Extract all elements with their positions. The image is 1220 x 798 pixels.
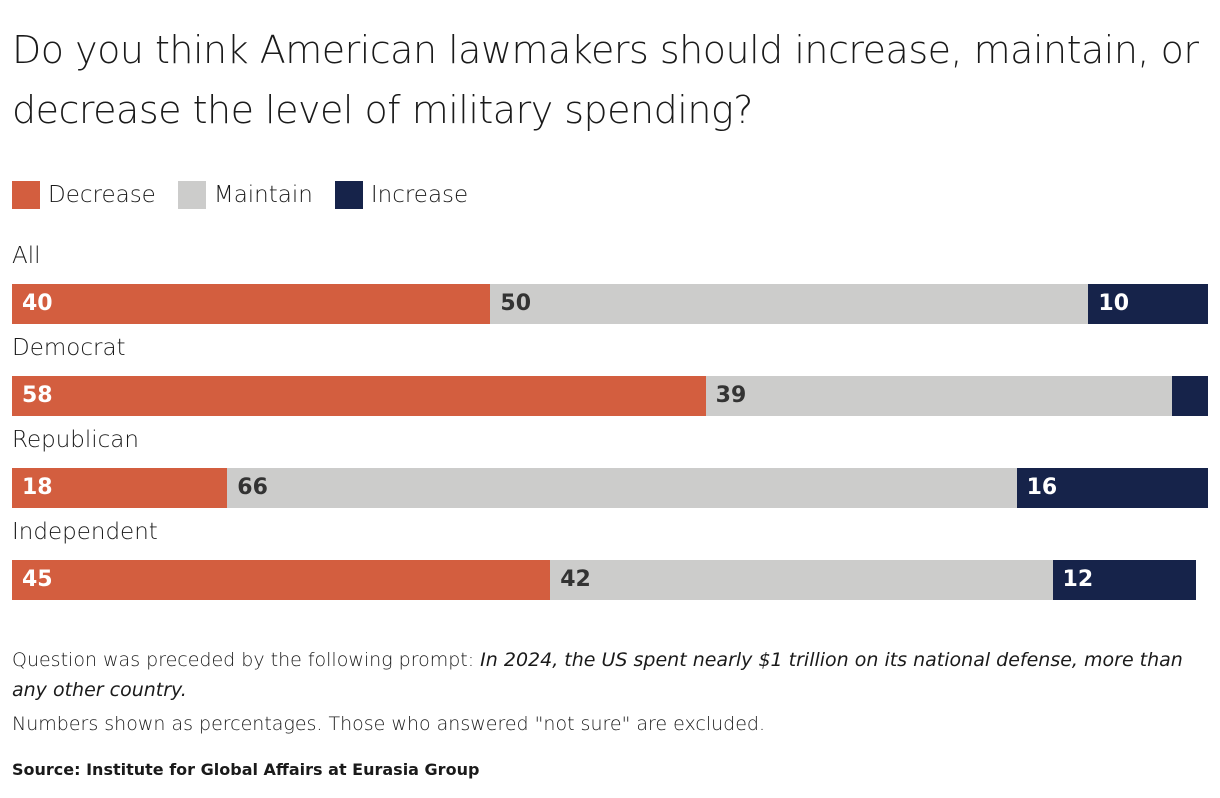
legend-swatch [334, 181, 363, 209]
data-label: 12 [1062, 567, 1094, 592]
legend-swatch [177, 181, 206, 209]
data-label: 42 [560, 567, 591, 592]
category-label: Republican [12, 427, 139, 453]
legend-label: Decrease [48, 182, 156, 208]
units-note: Numbers shown as percentages. Those who … [12, 713, 766, 735]
legend-item-decrease: Decrease [12, 181, 156, 209]
data-label: 16 [1026, 475, 1058, 500]
chart-title: Do you think American lawmakers should i… [12, 28, 1199, 132]
source: Source: Institute for Global Affairs at … [12, 760, 480, 779]
data-label: 45 [22, 567, 53, 592]
data-label: 10 [1098, 291, 1130, 316]
bar-maintain: 42 [550, 560, 1053, 600]
legend: Decrease Maintain Increase [12, 181, 490, 209]
data-label: 50 [500, 291, 532, 316]
bar-maintain: 39 [705, 376, 1173, 416]
bar-increase: 10 [1088, 284, 1208, 324]
category-label: Democrat [12, 335, 126, 361]
data-label: 39 [715, 383, 747, 408]
bar-maintain: 66 [227, 468, 1017, 508]
prompt-note: Question was preceded by the following p… [12, 645, 1212, 705]
bar-decrease: 40 [12, 284, 491, 324]
data-label: 40 [22, 291, 53, 316]
data-label: 18 [22, 475, 53, 500]
category-label: All [12, 243, 41, 269]
legend-item-increase: Increase [334, 181, 469, 209]
legend-label: Maintain [213, 182, 313, 208]
bar-increase [1172, 376, 1208, 416]
bar-decrease: 45 [12, 560, 551, 600]
bar-increase: 12 [1052, 560, 1197, 600]
bar-maintain: 50 [490, 284, 1089, 324]
legend-item-maintain: Maintain [177, 181, 313, 209]
data-label: 66 [237, 475, 268, 500]
data-label: 58 [22, 383, 53, 408]
prompt-lead: Question was preceded by the following p… [12, 649, 481, 671]
legend-label: Increase [370, 182, 469, 208]
bar-increase: 16 [1016, 468, 1208, 508]
bar-decrease: 58 [12, 376, 706, 416]
bar-decrease: 18 [12, 468, 228, 508]
legend-swatch [12, 181, 40, 209]
prompt-text: In 2024, the US spent nearly $1 trillion… [12, 649, 1183, 701]
category-label: Independent [12, 519, 158, 545]
